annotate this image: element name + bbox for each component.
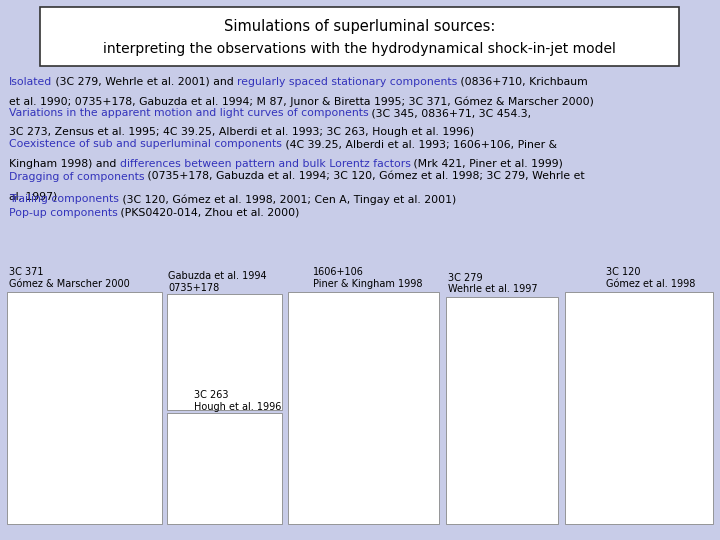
Bar	[288, 292, 439, 524]
Bar	[565, 292, 713, 524]
Text: al. 1997): al. 1997)	[9, 191, 57, 201]
Text: Gabuzda et al. 1994
0735+178: Gabuzda et al. 1994 0735+178	[168, 271, 267, 293]
Text: differences between pattern and bulk Lorentz factors: differences between pattern and bulk Lor…	[120, 159, 410, 169]
Bar	[167, 294, 282, 410]
Text: (3C 120, Gómez et al. 1998, 2001; Cen A, Tingay et al. 2001): (3C 120, Gómez et al. 1998, 2001; Cen A,…	[119, 194, 456, 205]
Text: Isolated: Isolated	[9, 77, 52, 87]
Text: (0836+710, Krichbaum: (0836+710, Krichbaum	[457, 77, 588, 87]
Text: (PKS0420-014, Zhou et al. 2000): (PKS0420-014, Zhou et al. 2000)	[117, 208, 300, 218]
Bar	[167, 413, 282, 524]
Text: Kingham 1998) and: Kingham 1998) and	[9, 159, 120, 169]
Text: (3C 279, Wehrle et al. 2001) and: (3C 279, Wehrle et al. 2001) and	[52, 77, 237, 87]
Text: Variations in the apparent motion and light curves of components: Variations in the apparent motion and li…	[9, 108, 368, 118]
Bar	[446, 297, 558, 524]
Text: 3C 279
Wehrle et al. 1997: 3C 279 Wehrle et al. 1997	[448, 273, 537, 294]
Text: 3C 263
Hough et al. 1996: 3C 263 Hough et al. 1996	[194, 390, 282, 412]
Text: (0735+178, Gabuzda et al. 1994; 3C 120, Gómez et al. 1998; 3C 279, Wehrle et: (0735+178, Gabuzda et al. 1994; 3C 120, …	[144, 172, 585, 182]
Bar	[7, 292, 162, 524]
Text: (4C 39.25, Alberdi et al. 1993; 1606+106, Piner &: (4C 39.25, Alberdi et al. 1993; 1606+106…	[282, 139, 557, 150]
Text: 3C 120
Gómez et al. 1998: 3C 120 Gómez et al. 1998	[606, 267, 696, 289]
Text: interpreting the observations with the hydrodynamical shock-in-jet model: interpreting the observations with the h…	[103, 42, 616, 56]
Text: (Mrk 421, Piner et al. 1999): (Mrk 421, Piner et al. 1999)	[410, 159, 563, 169]
Text: Pop-up components: Pop-up components	[9, 208, 117, 218]
Text: 3C 371
Gómez & Marscher 2000: 3C 371 Gómez & Marscher 2000	[9, 267, 130, 289]
Text: (3C 345, 0836+71, 3C 454.3,: (3C 345, 0836+71, 3C 454.3,	[368, 108, 531, 118]
Text: et al. 1990; 0735+178, Gabuzda et al. 1994; M 87, Junor & Biretta 1995; 3C 371, : et al. 1990; 0735+178, Gabuzda et al. 19…	[9, 96, 593, 106]
Text: Simulations of superluminal sources:: Simulations of superluminal sources:	[224, 19, 495, 35]
FancyBboxPatch shape	[40, 7, 679, 66]
Text: 3C 273, Zensus et al. 1995; 4C 39.25, Alberdi et al. 1993; 3C 263, Hough et al. : 3C 273, Zensus et al. 1995; 4C 39.25, Al…	[9, 127, 474, 138]
Text: Coexistence of sub and superluminal components: Coexistence of sub and superluminal comp…	[9, 139, 282, 150]
Text: Trailing components: Trailing components	[9, 194, 119, 205]
Text: Dragging of components: Dragging of components	[9, 172, 144, 182]
Text: 1606+106
Piner & Kingham 1998: 1606+106 Piner & Kingham 1998	[313, 267, 423, 289]
Text: regularly spaced stationary components: regularly spaced stationary components	[237, 77, 457, 87]
